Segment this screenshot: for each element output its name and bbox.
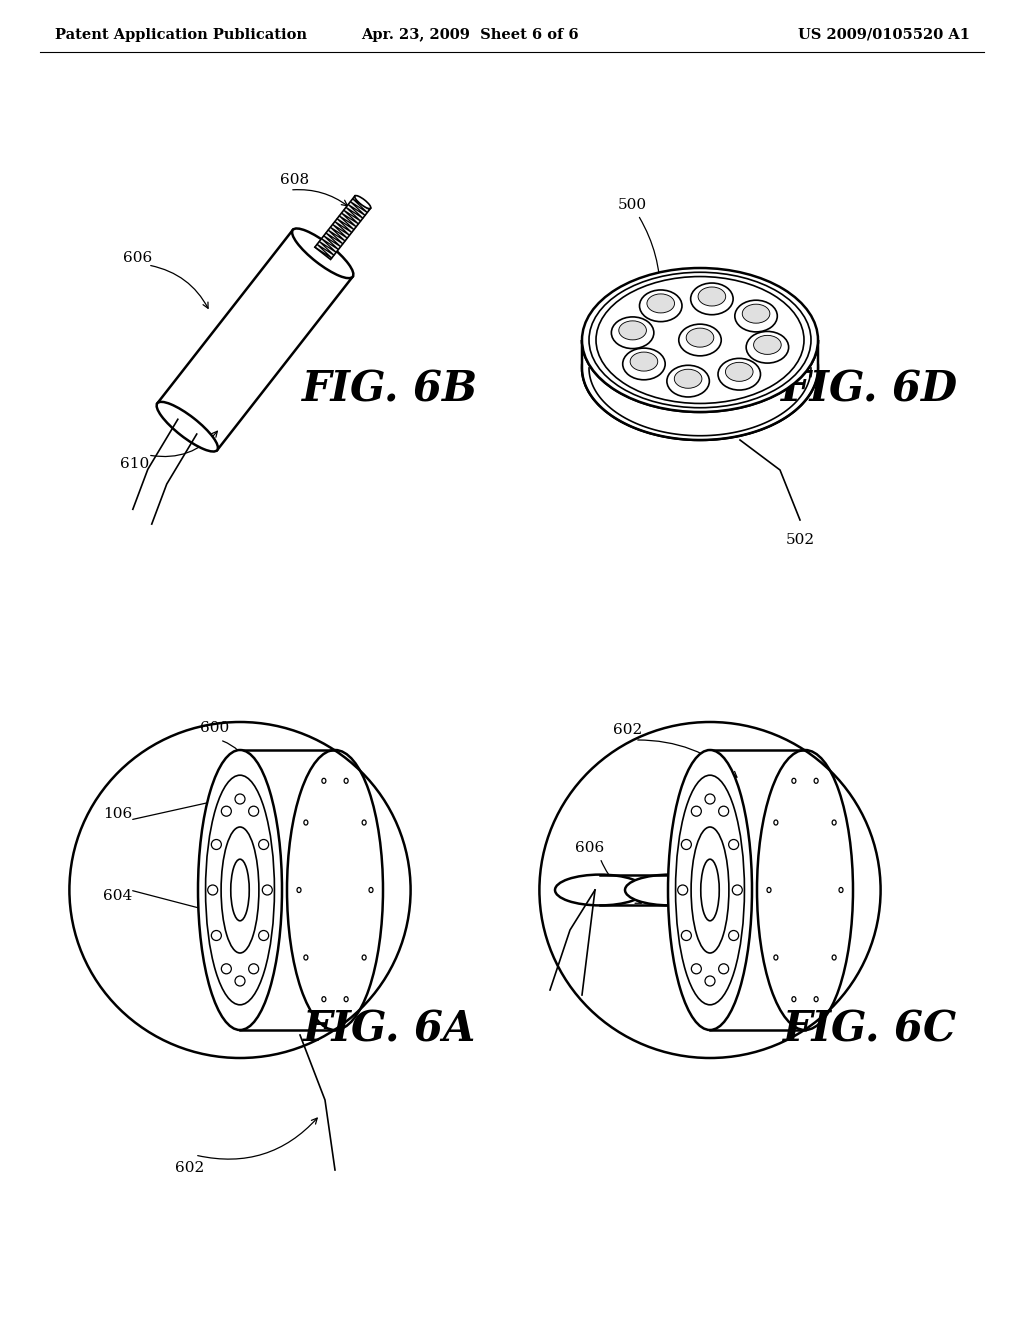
Ellipse shape [679,325,721,356]
Ellipse shape [792,997,796,1002]
Ellipse shape [208,884,218,895]
Ellipse shape [292,228,353,279]
Ellipse shape [719,964,729,974]
Ellipse shape [640,290,682,322]
Text: 106: 106 [103,807,133,821]
Ellipse shape [705,795,715,804]
Ellipse shape [742,304,770,323]
Ellipse shape [729,840,738,850]
Text: FIG. 6C: FIG. 6C [783,1008,957,1051]
Text: 500: 500 [617,198,646,213]
Ellipse shape [691,807,701,816]
Ellipse shape [729,931,738,940]
Text: Patent Application Publication: Patent Application Publication [55,28,307,42]
Ellipse shape [618,321,646,339]
Ellipse shape [792,779,796,783]
Ellipse shape [230,859,249,921]
Ellipse shape [221,828,259,953]
Ellipse shape [833,820,837,825]
Text: 604: 604 [103,888,133,903]
Text: FIG. 6A: FIG. 6A [303,1008,476,1051]
Text: 610: 610 [121,457,150,471]
Text: Apr. 23, 2009  Sheet 6 of 6: Apr. 23, 2009 Sheet 6 of 6 [361,28,579,42]
Ellipse shape [725,362,753,381]
Ellipse shape [611,317,654,348]
Ellipse shape [757,750,853,1030]
Text: 600: 600 [201,721,229,735]
Ellipse shape [839,887,843,892]
Ellipse shape [297,887,301,892]
Text: 606: 606 [575,841,604,855]
Text: FIG. 6B: FIG. 6B [302,370,478,411]
Ellipse shape [767,887,771,892]
Ellipse shape [691,964,701,974]
Ellipse shape [814,779,818,783]
Ellipse shape [221,964,231,974]
Text: 602: 602 [175,1162,205,1175]
Text: 502: 502 [785,533,814,546]
Ellipse shape [322,997,326,1002]
Ellipse shape [732,884,742,895]
Ellipse shape [623,348,666,380]
Ellipse shape [211,840,221,850]
Ellipse shape [259,931,268,940]
Ellipse shape [686,329,714,347]
Ellipse shape [719,807,729,816]
Ellipse shape [362,954,367,960]
Ellipse shape [667,366,710,397]
Ellipse shape [234,975,245,986]
Ellipse shape [249,807,259,816]
Ellipse shape [582,268,818,412]
Ellipse shape [304,954,308,960]
Polygon shape [158,230,352,450]
Ellipse shape [698,286,726,306]
Text: 602: 602 [613,723,643,737]
Text: FIG. 6D: FIG. 6D [781,370,958,411]
Ellipse shape [774,954,778,960]
Ellipse shape [157,401,218,451]
Ellipse shape [234,795,245,804]
Ellipse shape [555,875,645,906]
Ellipse shape [354,195,371,209]
Ellipse shape [718,358,761,389]
Ellipse shape [625,875,715,906]
Ellipse shape [362,820,367,825]
Ellipse shape [344,997,348,1002]
Ellipse shape [681,931,691,940]
Ellipse shape [198,750,282,1030]
Ellipse shape [705,975,715,986]
Ellipse shape [211,931,221,940]
Ellipse shape [647,294,675,313]
Text: 606: 606 [123,251,153,265]
Ellipse shape [675,370,701,388]
Ellipse shape [735,300,777,331]
Ellipse shape [344,779,348,783]
Ellipse shape [678,884,688,895]
Ellipse shape [259,840,268,850]
Ellipse shape [221,807,231,816]
Ellipse shape [754,335,781,354]
Ellipse shape [774,820,778,825]
Polygon shape [314,195,371,260]
Ellipse shape [814,997,818,1002]
Ellipse shape [690,282,733,314]
Ellipse shape [582,296,818,440]
Ellipse shape [287,750,383,1030]
Polygon shape [582,341,818,440]
Ellipse shape [691,828,729,953]
Text: 608: 608 [281,173,309,187]
Ellipse shape [304,820,308,825]
Ellipse shape [700,859,719,921]
Text: US 2009/0105520 A1: US 2009/0105520 A1 [798,28,970,42]
Ellipse shape [630,352,657,371]
Ellipse shape [681,840,691,850]
Ellipse shape [746,331,788,363]
Ellipse shape [668,750,752,1030]
Ellipse shape [322,779,326,783]
Ellipse shape [369,887,373,892]
Ellipse shape [262,884,272,895]
Ellipse shape [833,954,837,960]
Ellipse shape [249,964,259,974]
